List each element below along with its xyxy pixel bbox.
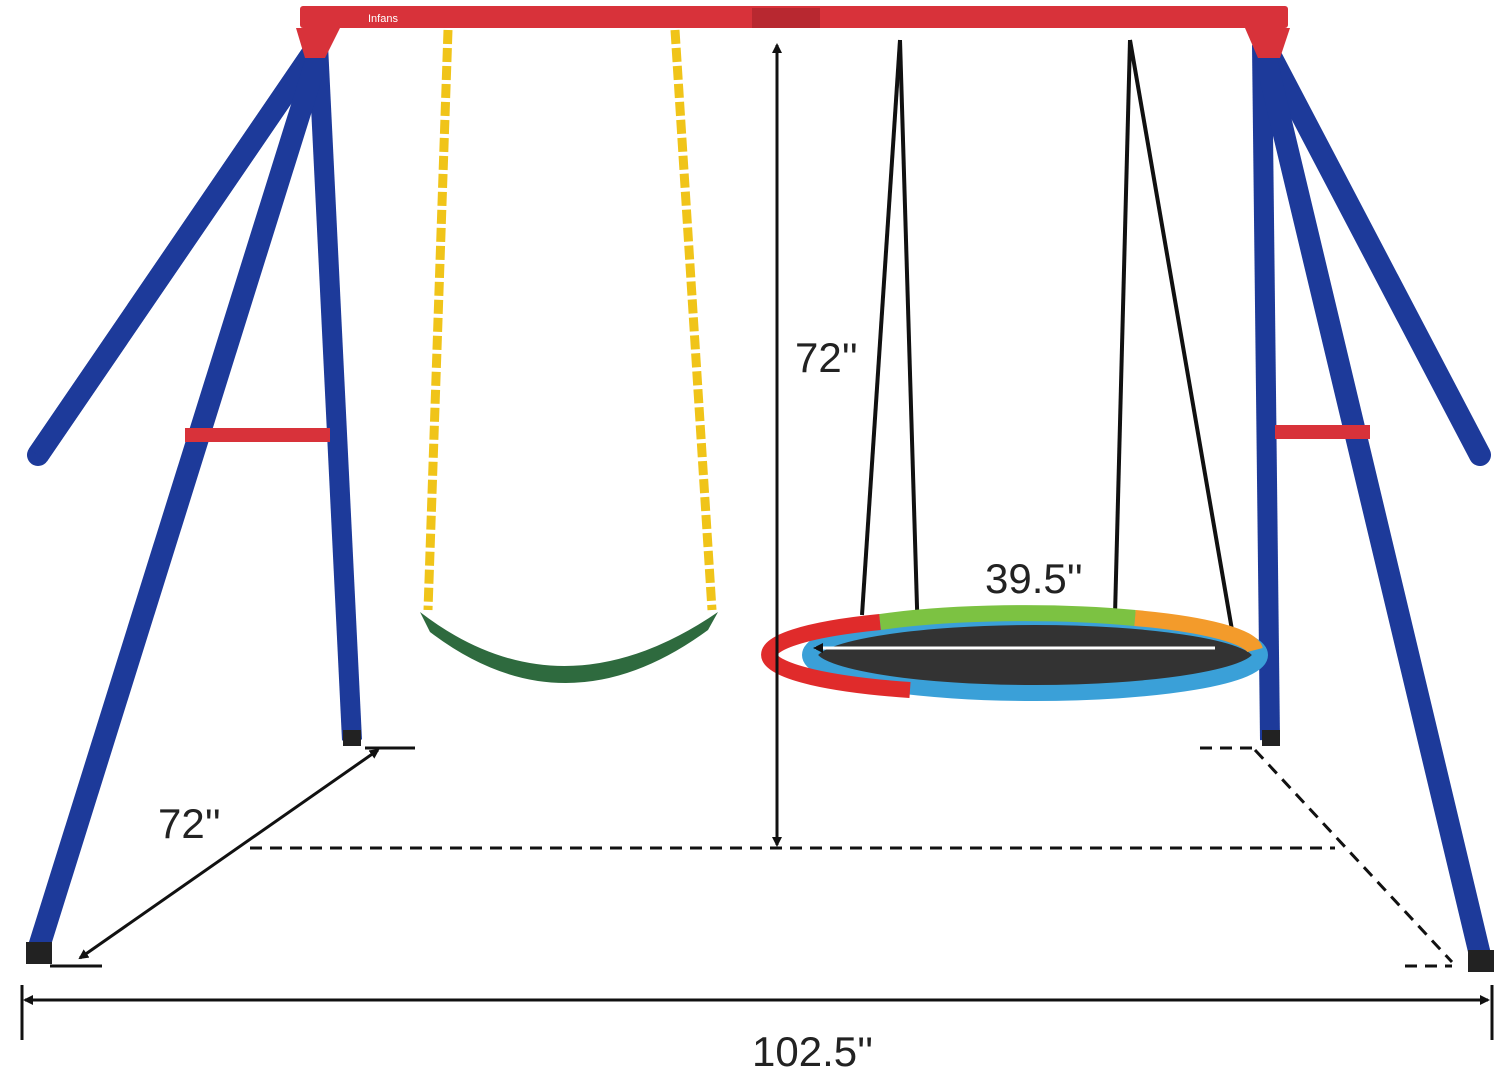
nest-swing (761, 39, 1268, 701)
brand-label: Infans (368, 13, 398, 25)
height-label: 72'' (795, 334, 858, 381)
frame: Infans (26, 6, 1494, 972)
width-label: 102.5'' (752, 1028, 873, 1075)
nest-diameter-label: 39.5'' (985, 555, 1083, 602)
depth-label: 72'' (158, 800, 221, 847)
dimension-lines (20, 43, 1494, 1040)
belt-swing (420, 29, 718, 684)
